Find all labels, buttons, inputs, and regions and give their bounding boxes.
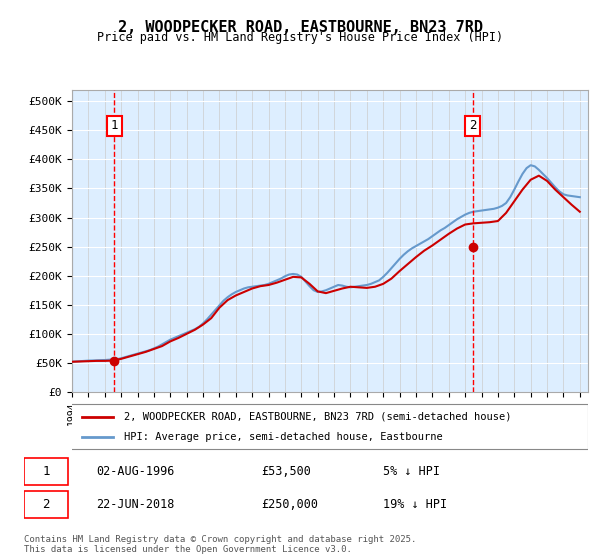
Text: £53,500: £53,500 [262,465,311,478]
Text: 2: 2 [43,498,50,511]
Text: 2: 2 [469,119,476,132]
Text: 1: 1 [110,119,118,132]
Text: 19% ↓ HPI: 19% ↓ HPI [383,498,447,511]
FancyBboxPatch shape [67,404,588,449]
Text: HPI: Average price, semi-detached house, Eastbourne: HPI: Average price, semi-detached house,… [124,432,442,442]
Text: £250,000: £250,000 [262,498,319,511]
Text: 22-JUN-2018: 22-JUN-2018 [96,498,174,511]
Text: 5% ↓ HPI: 5% ↓ HPI [383,465,440,478]
Text: 02-AUG-1996: 02-AUG-1996 [96,465,174,478]
Text: 2, WOODPECKER ROAD, EASTBOURNE, BN23 7RD: 2, WOODPECKER ROAD, EASTBOURNE, BN23 7RD [118,20,482,35]
Text: 1: 1 [43,465,50,478]
Text: 2, WOODPECKER ROAD, EASTBOURNE, BN23 7RD (semi-detached house): 2, WOODPECKER ROAD, EASTBOURNE, BN23 7RD… [124,412,511,422]
Text: Price paid vs. HM Land Registry's House Price Index (HPI): Price paid vs. HM Land Registry's House … [97,31,503,44]
FancyBboxPatch shape [24,458,68,485]
Text: Contains HM Land Registry data © Crown copyright and database right 2025.
This d: Contains HM Land Registry data © Crown c… [24,535,416,554]
FancyBboxPatch shape [24,492,68,519]
